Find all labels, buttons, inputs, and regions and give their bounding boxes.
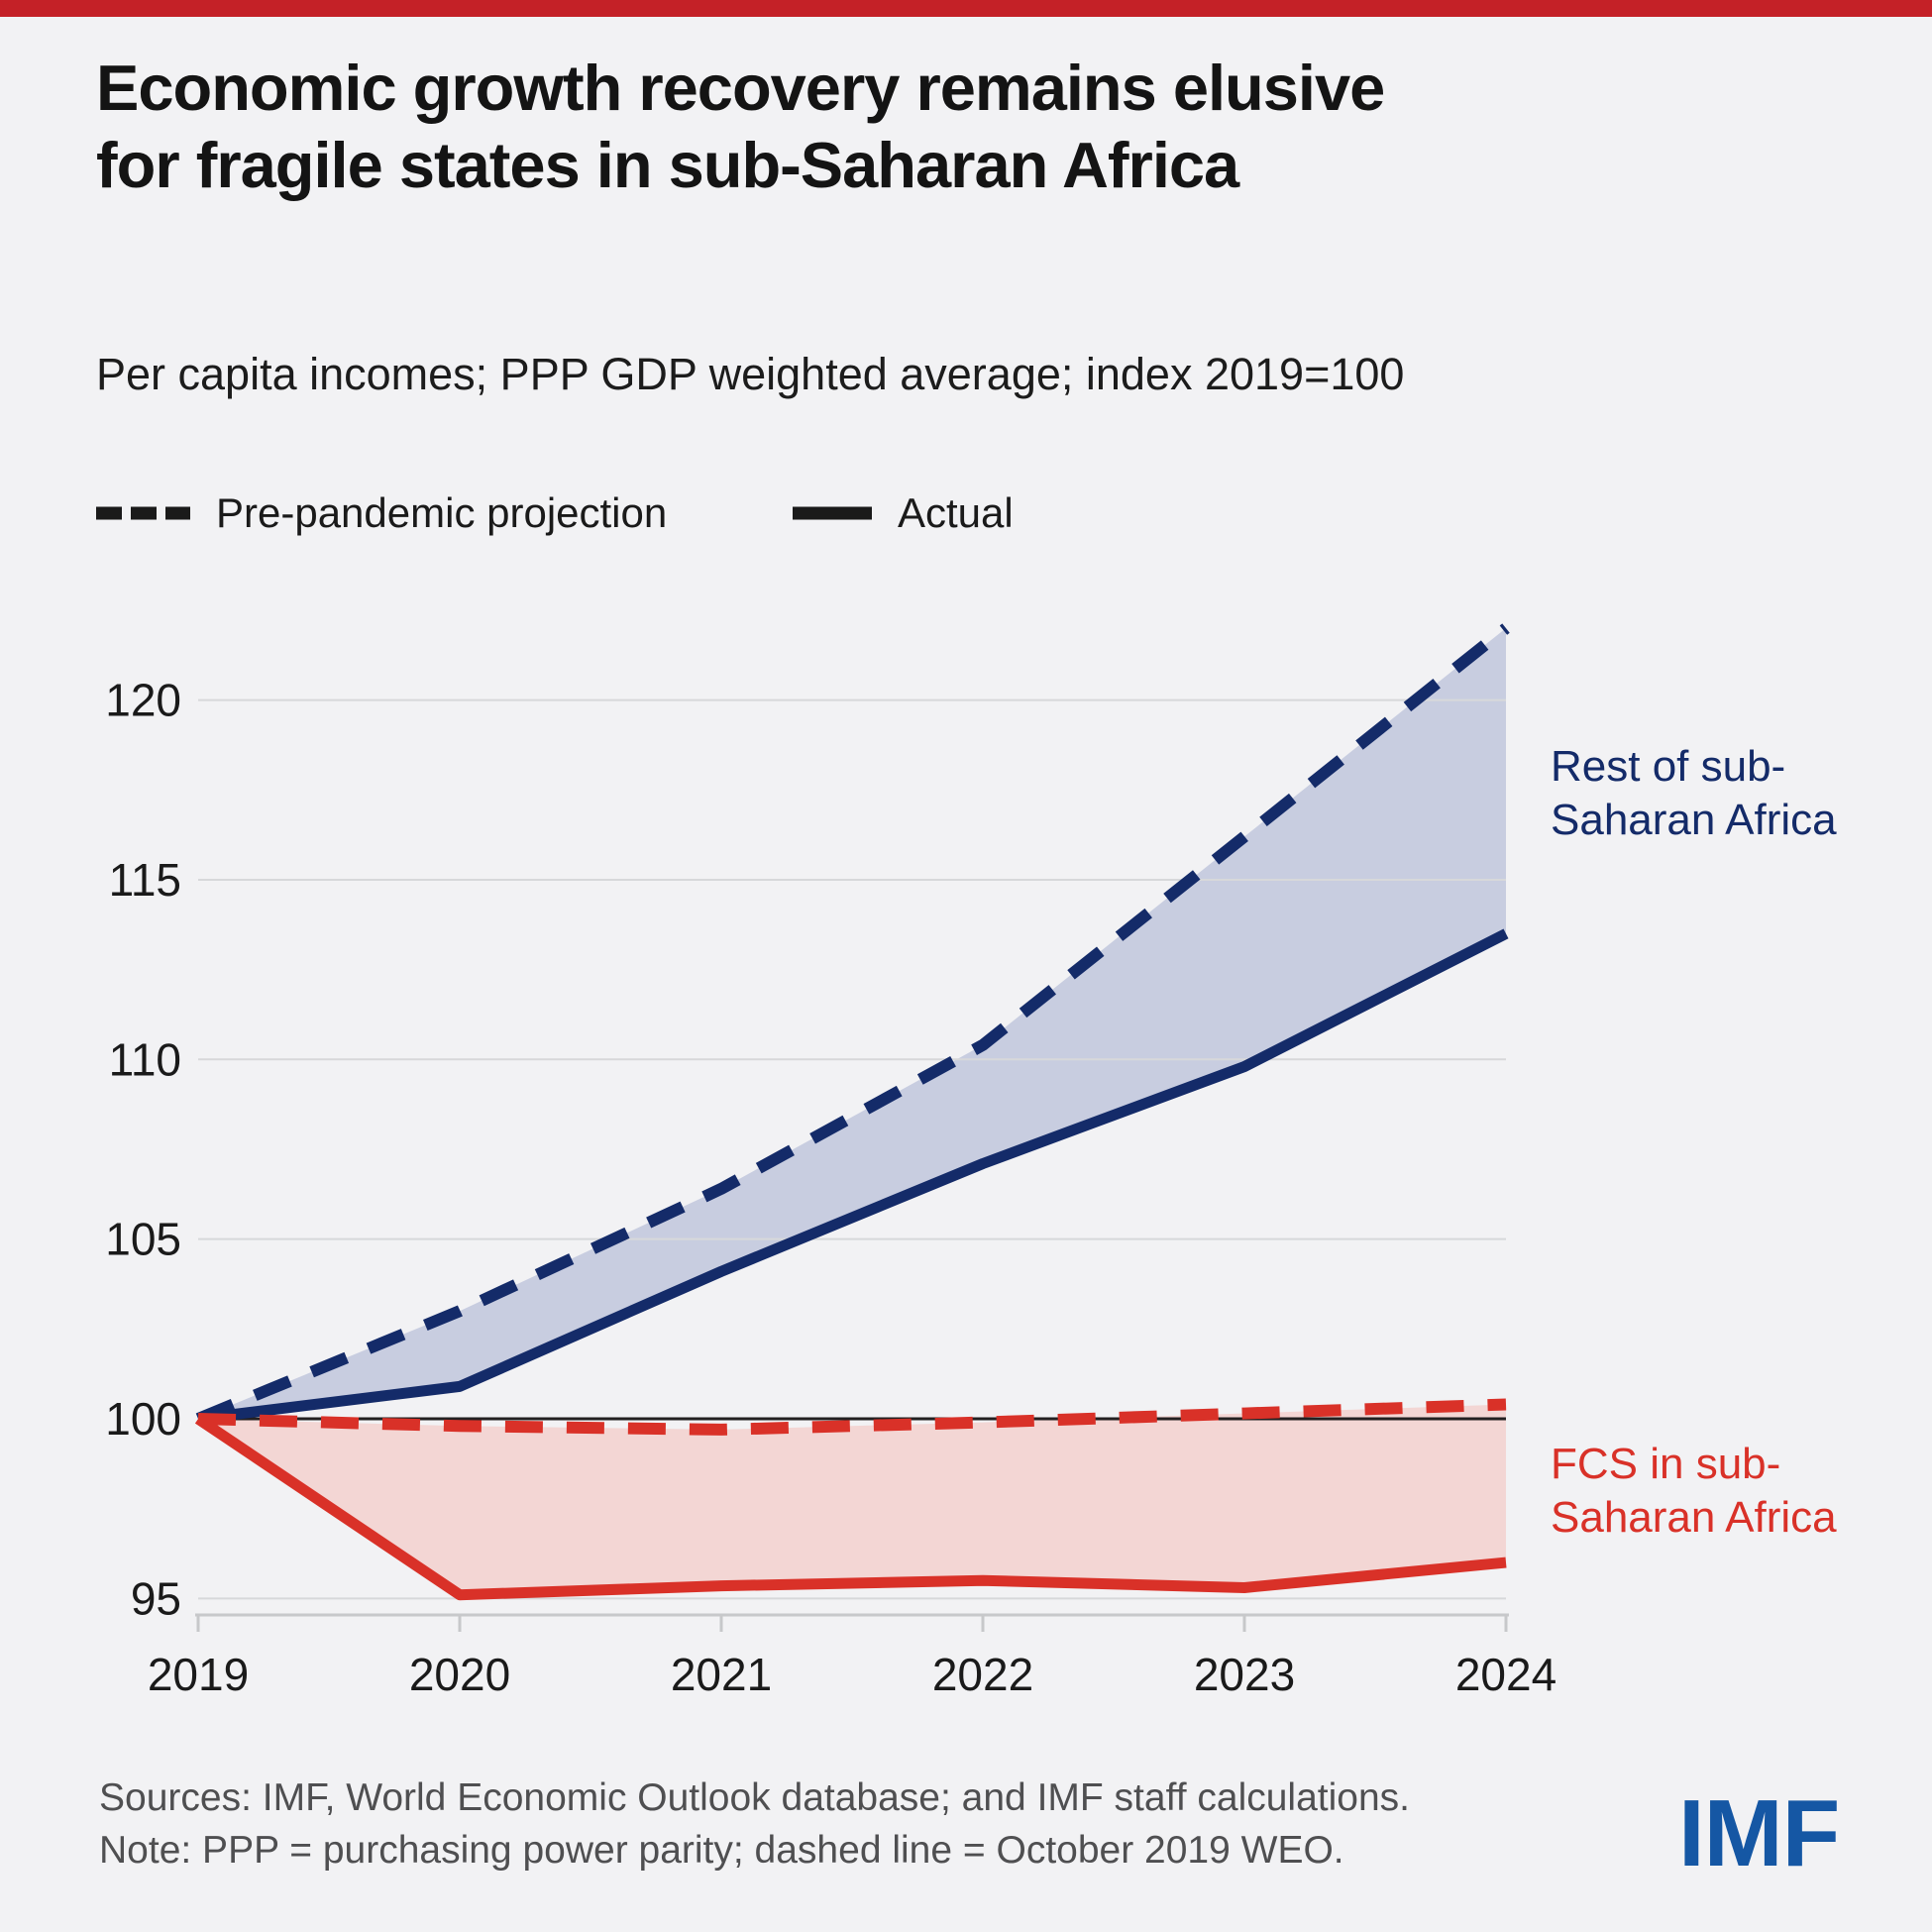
y-tick-label-120: 120: [105, 675, 181, 726]
solid-line-swatch-icon: [793, 506, 872, 520]
series-line-3: [194, 1414, 1507, 1601]
page-title-line-1: Economic growth recovery remains elusive: [96, 52, 1385, 124]
series-line-0: [195, 623, 1510, 1425]
footer-notes: Sources: IMF, World Economic Outlook dat…: [99, 1771, 1585, 1878]
top-accent-bar: [0, 0, 1932, 17]
series-line-2: [197, 1398, 1507, 1436]
y-tick-label-95: 95: [131, 1572, 181, 1624]
page-title: Economic growth recovery remains elusive…: [96, 50, 1642, 204]
chart-subtitle: Per capita incomes; PPP GDP weighted ave…: [96, 349, 1405, 399]
band-0: [198, 628, 1506, 1419]
shaded-bands: [198, 628, 1506, 1595]
legend-label-actual: Actual: [898, 489, 1014, 536]
dashed-line-swatch-icon: [96, 506, 190, 520]
series-lines: [194, 623, 1510, 1601]
x-tick-label-2021: 2021: [671, 1649, 772, 1700]
series-label-rest-line-1: Rest of sub-: [1551, 742, 1785, 791]
legend-item-actual: Actual: [793, 489, 1014, 536]
footer-note: Note: PPP = purchasing power parity; das…: [99, 1829, 1344, 1873]
y-tick-label-115: 115: [109, 854, 181, 906]
x-tick-label-2020: 2020: [409, 1649, 510, 1700]
y-axis-labels: 95 100 105 110 115 120: [105, 675, 181, 1625]
series-line-1: [197, 928, 1509, 1425]
x-tick-label-2022: 2022: [932, 1649, 1033, 1700]
y-tick-label-110: 110: [109, 1033, 181, 1085]
y-tick-label-100: 100: [105, 1393, 181, 1445]
series-label-fcs-line-2: Saharan Africa: [1551, 1493, 1837, 1542]
x-tick-label-2023: 2023: [1194, 1649, 1295, 1700]
x-tick-label-2024: 2024: [1455, 1649, 1556, 1700]
legend-label-projection: Pre-pandemic projection: [216, 489, 668, 536]
legend-item-projection: Pre-pandemic projection: [96, 489, 668, 536]
band-1: [198, 1404, 1506, 1595]
x-tick-label-2019: 2019: [148, 1649, 249, 1700]
series-label-rest-of-ssa: Rest of sub- Saharan Africa: [1551, 742, 1837, 844]
y-tick-label-105: 105: [105, 1214, 181, 1265]
x-axis: 2019 2020 2021 2022 2023 2024: [148, 1613, 1556, 1700]
imf-logo: IMF: [1678, 1780, 1840, 1886]
series-label-rest-line-2: Saharan Africa: [1551, 796, 1837, 844]
series-label-fcs-line-1: FCS in sub-: [1551, 1440, 1780, 1488]
series-label-fcs: FCS in sub- Saharan Africa: [1551, 1440, 1837, 1542]
footer-sources: Sources: IMF, World Economic Outlook dat…: [99, 1776, 1410, 1819]
page-title-line-2: for fragile states in sub-Saharan Africa: [96, 129, 1239, 201]
